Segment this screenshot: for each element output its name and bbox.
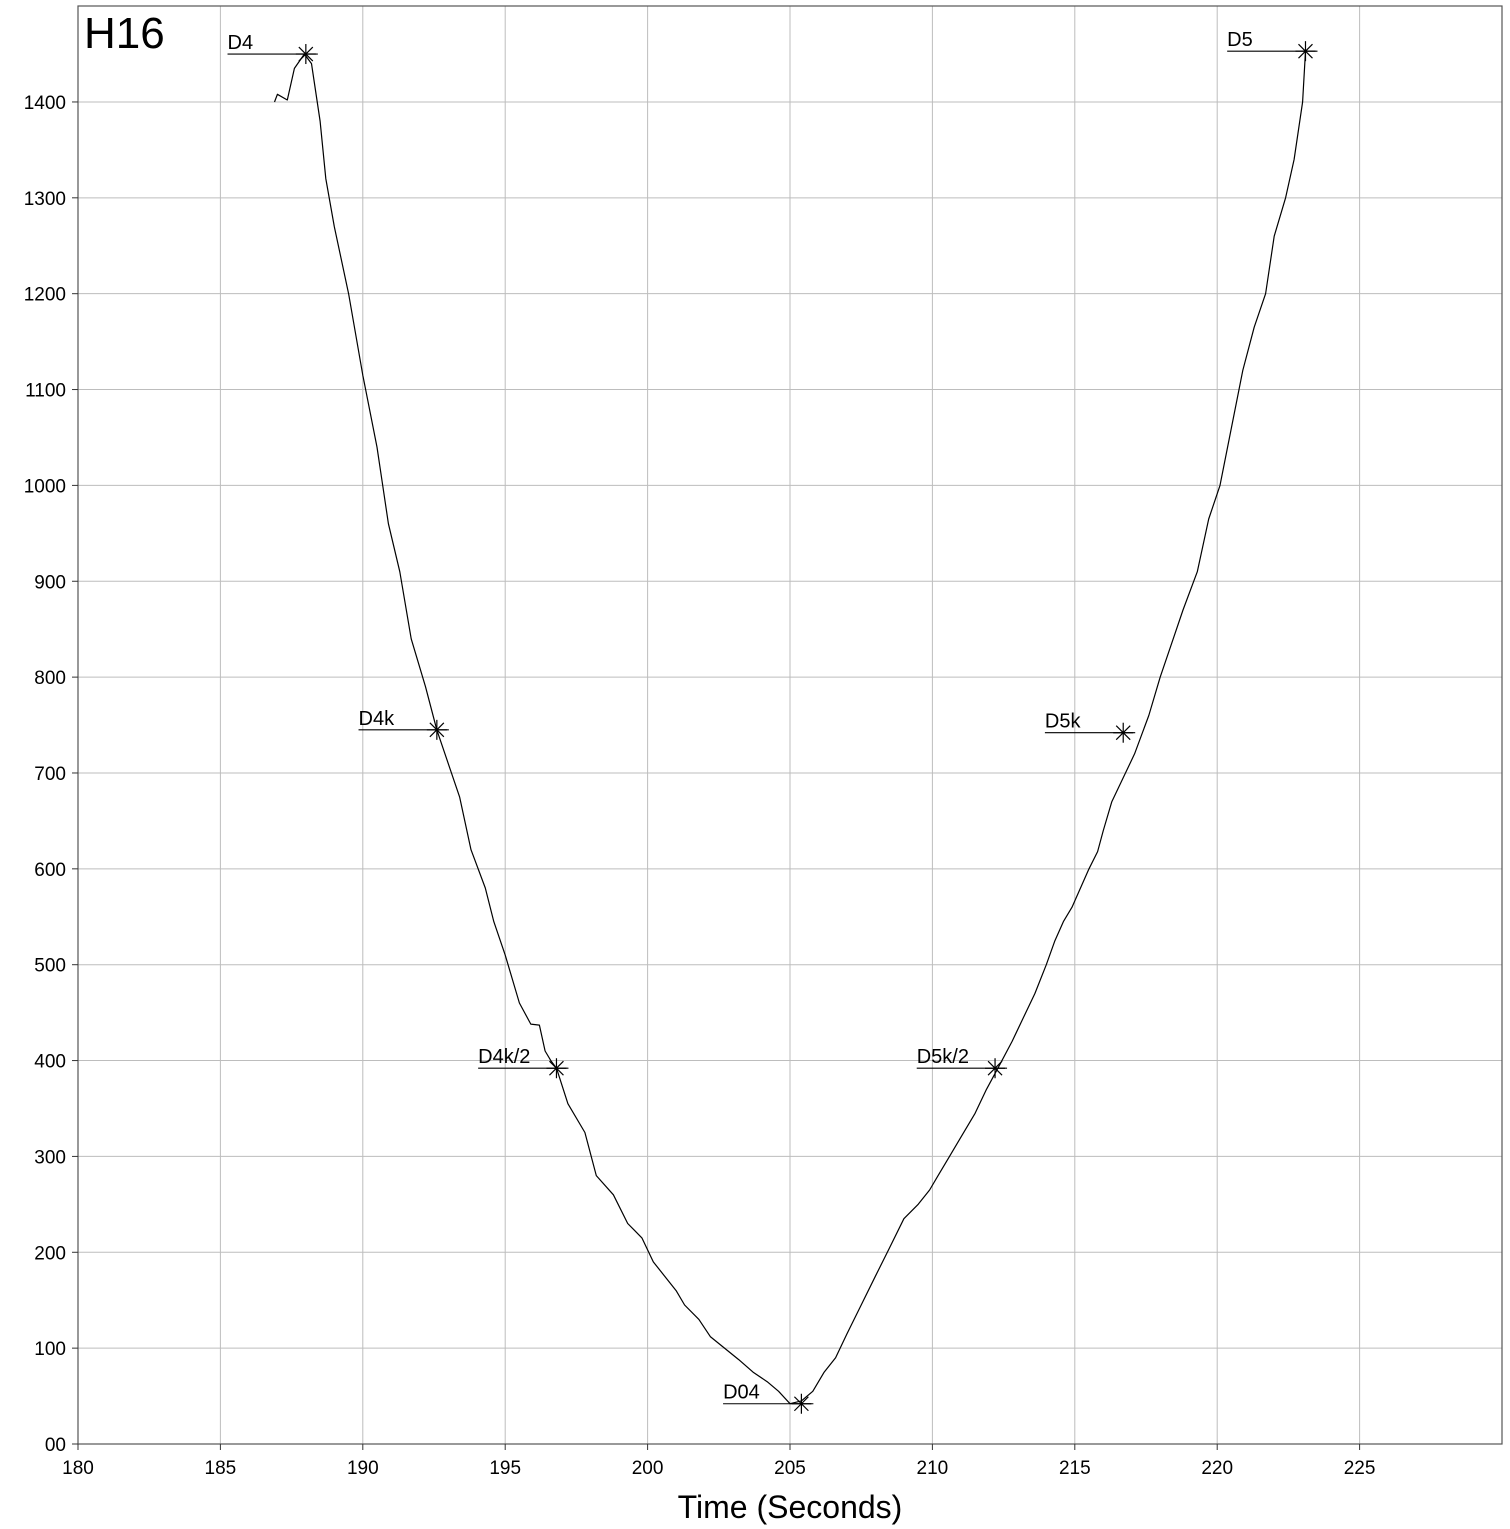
x-axis-title: Time (Seconds) [678, 1489, 903, 1525]
marker-label: D04 [723, 1382, 760, 1404]
y-tick-label: 300 [34, 1147, 66, 1168]
marker: D5 [1227, 29, 1317, 61]
marker-label: D5k [1045, 711, 1082, 733]
marker-label: D5 [1227, 29, 1253, 51]
x-tick-label: 195 [489, 1458, 521, 1479]
x-tick-label: 205 [774, 1458, 806, 1479]
marker: D04 [723, 1382, 813, 1414]
marker: D4 [228, 32, 318, 64]
marker-label: D4 [228, 32, 254, 54]
y-tick-label: 500 [34, 956, 66, 977]
y-tick-label: 800 [34, 668, 66, 689]
y-tick-label: 600 [34, 860, 66, 881]
y-tick-label: 100 [34, 1339, 66, 1360]
marker-label: D4k/2 [478, 1046, 530, 1068]
grid [78, 6, 1502, 1444]
x-tick-label: 215 [1059, 1458, 1091, 1479]
tick-marks [72, 102, 1360, 1450]
x-tick-label: 180 [62, 1458, 94, 1479]
chart-title: H16 [84, 9, 165, 58]
x-tick-labels: 180 185 190 195 200 205 210 215 220 225 [62, 1458, 1375, 1479]
marker-label: D5k/2 [917, 1046, 969, 1068]
x-tick-label: 190 [347, 1458, 379, 1479]
y-tick-label: 200 [34, 1243, 66, 1264]
marker-label: D4k [359, 708, 396, 730]
marker: D5k/2 [917, 1046, 1007, 1078]
x-tick-label: 185 [205, 1458, 237, 1479]
y-tick-labels: 00 100 200 300 400 500 600 700 800 900 1000 1100 120… [24, 93, 66, 1456]
y-tick-label: 400 [34, 1052, 66, 1073]
y-tick-label: 1000 [24, 476, 66, 497]
y-tick-label: 900 [34, 572, 66, 593]
marker: D5k [1045, 711, 1135, 743]
x-tick-label: 200 [632, 1458, 664, 1479]
y-tick-label: 1200 [24, 285, 66, 306]
x-tick-label: 225 [1344, 1458, 1376, 1479]
y-tick-label: 00 [45, 1435, 66, 1456]
markers: D4 D4k D4k/2 D04 D5k/2 D5k D5 [228, 29, 1318, 1414]
x-tick-label: 220 [1201, 1458, 1233, 1479]
x-tick-label: 210 [917, 1458, 949, 1479]
marker: D4k/2 [478, 1046, 568, 1078]
y-tick-label: 1400 [24, 93, 66, 114]
y-tick-label: 1100 [25, 381, 66, 402]
y-tick-label: 1300 [24, 189, 66, 210]
y-tick-label: 700 [34, 764, 66, 785]
